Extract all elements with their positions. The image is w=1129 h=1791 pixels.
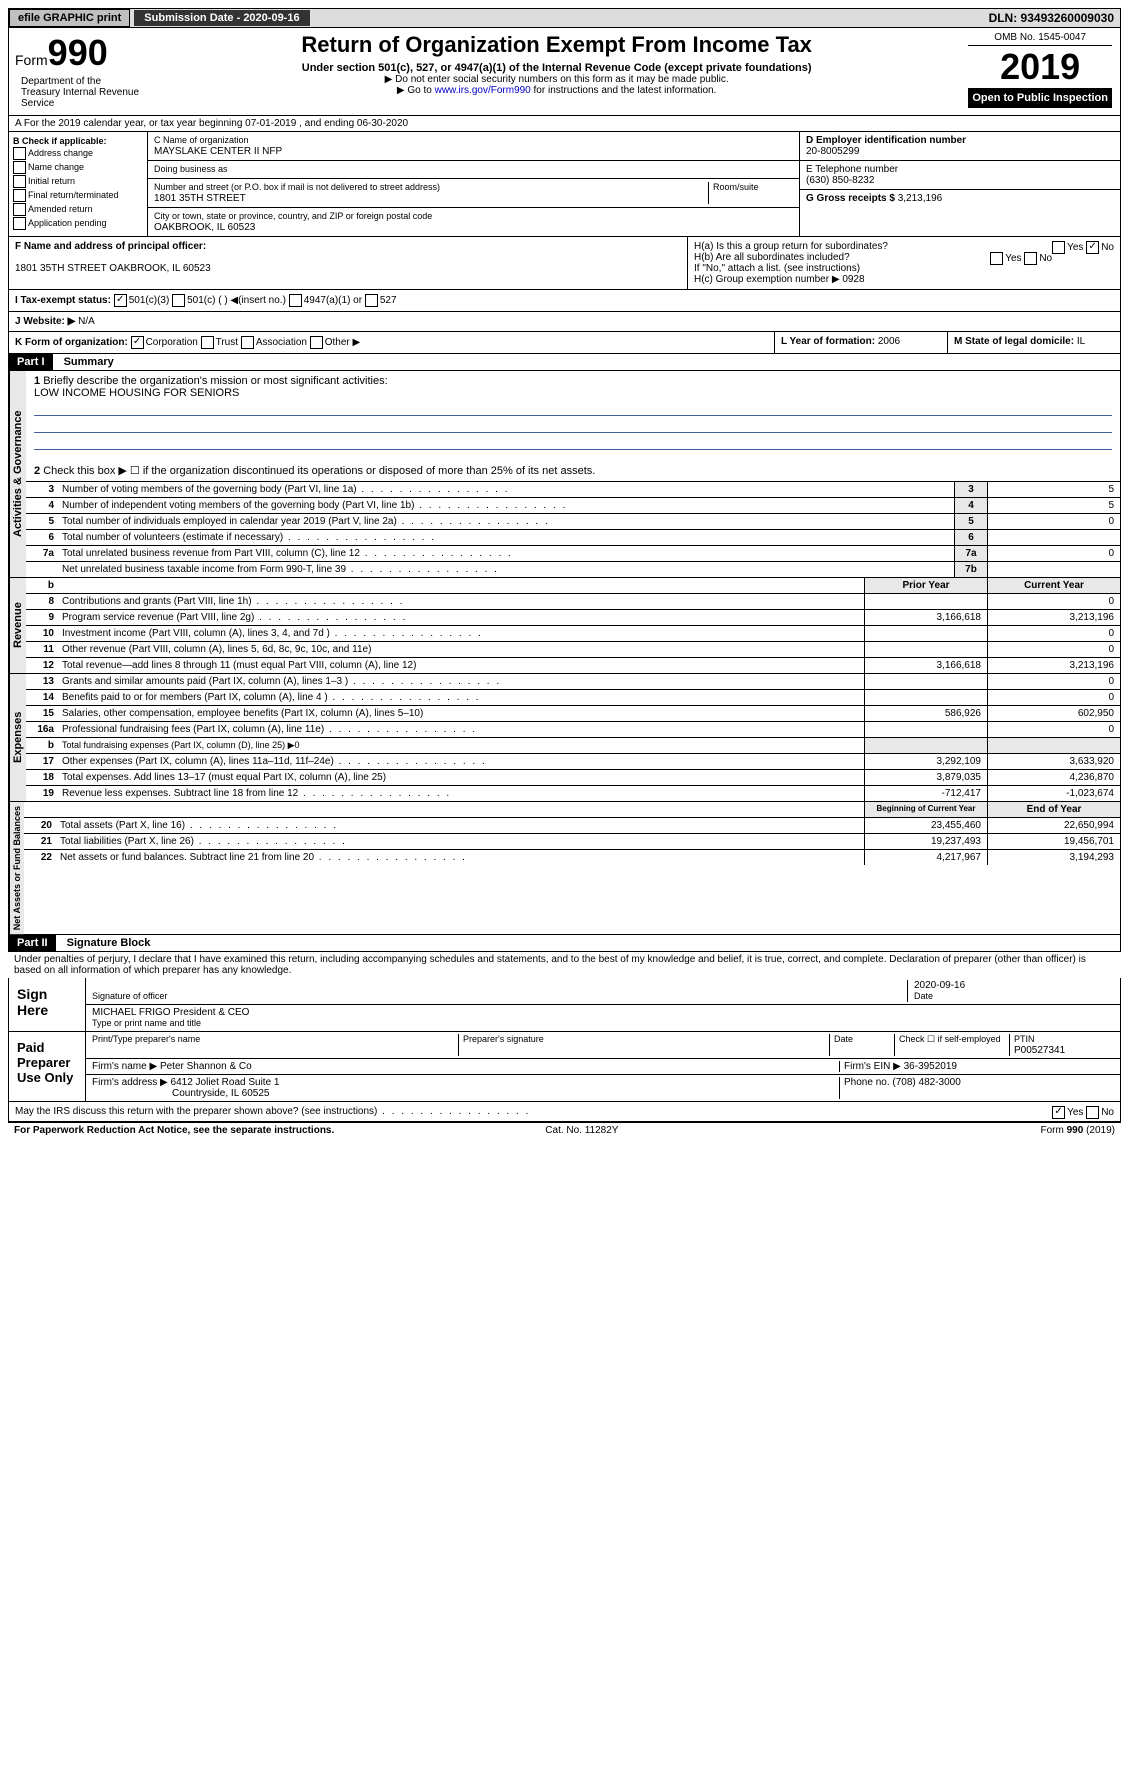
submission-date: Submission Date - 2020-09-16 — [134, 10, 309, 26]
year-formation: 2006 — [878, 336, 900, 347]
ptin: P00527341 — [1014, 1045, 1065, 1056]
open-public: Open to Public Inspection — [968, 88, 1112, 108]
firm-address: 6412 Joliet Road Suite 1 — [171, 1077, 280, 1088]
phone: (630) 850-8232 — [806, 175, 874, 186]
section-klm: K Form of organization: Corporation Trus… — [8, 332, 1121, 354]
group-exemption: 0928 — [842, 274, 864, 285]
city-state-zip: OAKBROOK, IL 60523 — [154, 222, 255, 233]
omb-number: OMB No. 1545-0047 — [968, 30, 1112, 46]
state-domicile: IL — [1077, 336, 1085, 347]
expenses-table: Expenses 13Grants and similar amounts pa… — [8, 674, 1121, 802]
form-label: Form — [15, 52, 48, 68]
org-name: MAYSLAKE CENTER II NFP — [154, 146, 282, 157]
governance-table: Activities & Governance 1 Briefly descri… — [8, 371, 1121, 578]
section-b: B Check if applicable: Address change Na… — [9, 132, 148, 236]
page-footer: For Paperwork Reduction Act Notice, see … — [8, 1122, 1121, 1138]
discuss-row: May the IRS discuss this return with the… — [8, 1102, 1121, 1122]
officer-name: MICHAEL FRIGO President & CEO — [92, 1007, 249, 1018]
section-a: A For the 2019 calendar year, or tax yea… — [8, 116, 1121, 132]
form-subtitle: Under section 501(c), 527, or 4947(a)(1)… — [153, 62, 960, 74]
website: N/A — [78, 316, 95, 327]
paid-preparer-block: Paid Preparer Use Only Print/Type prepar… — [8, 1032, 1121, 1102]
ein: 20-8005299 — [806, 146, 859, 157]
sign-here-block: Sign Here Signature of officer2020-09-16… — [8, 978, 1121, 1032]
firm-name: Peter Shannon & Co — [160, 1061, 252, 1072]
form-number: 990 — [48, 32, 108, 73]
form-header: Form990 Department of the Treasury Inter… — [8, 28, 1121, 116]
perjury-text: Under penalties of perjury, I declare th… — [8, 952, 1121, 978]
department: Department of the Treasury Internal Reve… — [15, 74, 147, 111]
mission-text: LOW INCOME HOUSING FOR SENIORS — [34, 387, 239, 399]
part2-header: Part II Signature Block — [8, 935, 1121, 952]
dln: DLN: 93493260009030 — [989, 11, 1120, 25]
irs-link[interactable]: www.irs.gov/Form990 — [435, 85, 531, 96]
form-note1: ▶ Do not enter social security numbers o… — [153, 74, 960, 85]
form-title: Return of Organization Exempt From Incom… — [153, 32, 960, 58]
firm-phone: (708) 482-3000 — [892, 1077, 960, 1088]
section-fh: F Name and address of principal officer:… — [8, 237, 1121, 290]
officer-address: 1801 35TH STREET OAKBROOK, IL 60523 — [15, 263, 211, 274]
form-note2: ▶ Go to www.irs.gov/Form990 for instruct… — [153, 85, 960, 96]
street-address: 1801 35TH STREET — [154, 193, 246, 204]
gross-receipts: 3,213,196 — [898, 193, 943, 204]
netassets-table: Net Assets or Fund Balances Beginning of… — [8, 802, 1121, 935]
part1-header: Part I Summary — [8, 354, 1121, 371]
revenue-table: Revenue bPrior YearCurrent Year 8Contrib… — [8, 578, 1121, 674]
dba-label: Doing business as — [154, 164, 228, 174]
section-j: J Website: ▶ N/A — [8, 312, 1121, 332]
section-bcdefg: B Check if applicable: Address change Na… — [8, 132, 1121, 237]
section-i: I Tax-exempt status: 501(c)(3) 501(c) ( … — [8, 290, 1121, 312]
top-toolbar: efile GRAPHIC print Submission Date - 20… — [8, 8, 1121, 28]
tax-year: 2019 — [968, 46, 1112, 88]
efile-button[interactable]: efile GRAPHIC print — [9, 9, 130, 27]
firm-ein: 36-3952019 — [904, 1061, 957, 1072]
